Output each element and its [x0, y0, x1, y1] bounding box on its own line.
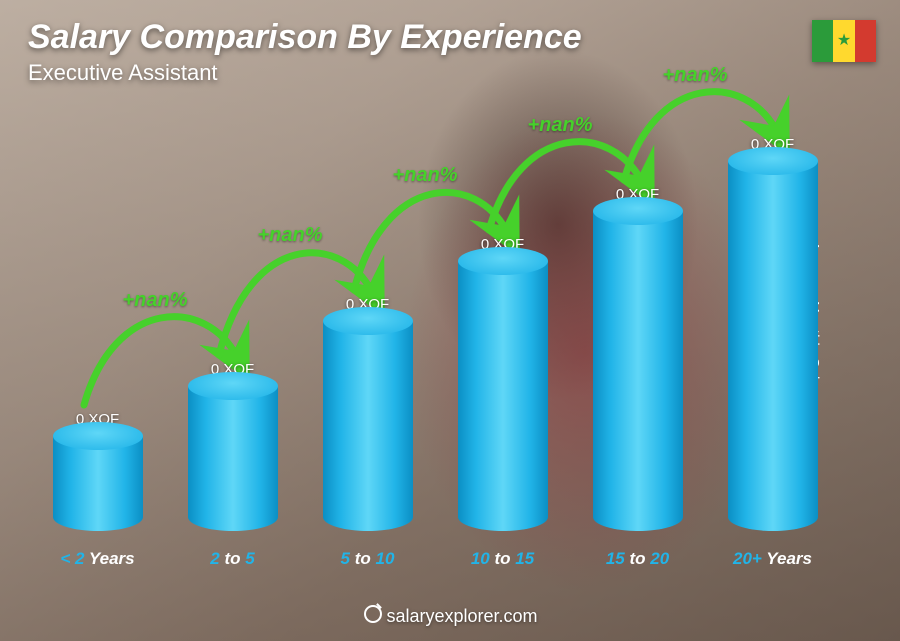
growth-arrow-label: +nan% [663, 64, 728, 87]
bar-top-ellipse [458, 247, 548, 275]
chart-area: 0 XOF0 XOF0 XOF0 XOF0 XOF0 XOF < 2 Years… [30, 120, 840, 561]
bar-top-ellipse [188, 372, 278, 400]
bar-top-ellipse [323, 307, 413, 335]
footer-attribution: salaryexplorer.com [0, 605, 900, 627]
x-axis-category: 20+ Years [705, 549, 840, 569]
bar-3d [53, 436, 143, 531]
bar-top-ellipse [728, 147, 818, 175]
magnifier-icon [362, 605, 382, 625]
bar-body [53, 436, 143, 531]
bar-3d [458, 261, 548, 531]
bar-slot: 0 XOF [165, 361, 300, 531]
bar-3d [188, 386, 278, 531]
bar-slot: 0 XOF [435, 236, 570, 531]
bar-slot: 0 XOF [30, 411, 165, 531]
bar-3d [593, 211, 683, 531]
bar-slot: 0 XOF [300, 296, 435, 531]
x-axis-category: 2 to 5 [165, 549, 300, 569]
bar-body [593, 211, 683, 531]
flag-stripe-red [855, 20, 876, 62]
bar-slot: 0 XOF [705, 136, 840, 531]
flag-stripe-green [812, 20, 833, 62]
x-axis-category: 10 to 15 [435, 549, 570, 569]
bar-body [323, 321, 413, 531]
bar-body [728, 161, 818, 531]
x-axis-row: < 2 Years2 to 55 to 1010 to 1515 to 2020… [30, 549, 840, 569]
chart-subtitle: Executive Assistant [28, 60, 218, 86]
bar-top-ellipse [593, 197, 683, 225]
growth-arrow-label: +nan% [528, 114, 593, 137]
growth-arrow-label: +nan% [393, 164, 458, 187]
x-axis-category: < 2 Years [30, 549, 165, 569]
growth-arrow-label: +nan% [123, 289, 188, 312]
bar-top-ellipse [53, 422, 143, 450]
flag-stripe-yellow: ★ [833, 20, 854, 62]
chart-title: Salary Comparison By Experience [28, 18, 582, 57]
footer-domain: .com [499, 606, 538, 626]
infographic-container: Salary Comparison By Experience Executiv… [0, 0, 900, 641]
country-flag-senegal: ★ [812, 20, 876, 62]
footer-brand: salaryexplorer [386, 606, 498, 626]
bar-body [188, 386, 278, 531]
bar-body [458, 261, 548, 531]
x-axis-category: 5 to 10 [300, 549, 435, 569]
x-axis-category: 15 to 20 [570, 549, 705, 569]
flag-star-icon: ★ [837, 33, 851, 49]
growth-arrow-label: +nan% [258, 224, 323, 247]
bar-3d [323, 321, 413, 531]
bar-3d [728, 161, 818, 531]
bar-slot: 0 XOF [570, 186, 705, 531]
